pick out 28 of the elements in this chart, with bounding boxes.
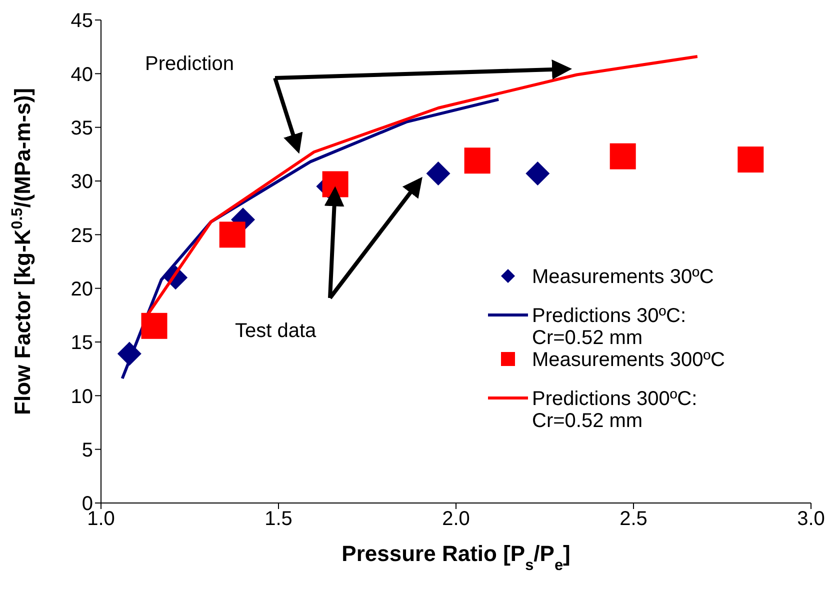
point [738,146,764,173]
x-tick-label: 1.5 [264,508,292,530]
y-tick-label: 15 [70,332,93,354]
y-tick-label: 30 [70,171,93,194]
x-tick-label: 3.0 [797,508,825,530]
point [219,222,246,248]
point [322,171,348,198]
annotation: Test data [235,320,316,343]
y-tick-label: 45 [70,10,93,32]
legend-label: Predictions 30ºC: Cr=0.52 mm [532,305,688,349]
y-tick-label: 20 [70,278,93,300]
y-tick-label: 40 [70,64,93,86]
y-tick-label: 25 [70,224,93,247]
y-tick-label: 10 [70,386,93,408]
annotation: Prediction [145,53,234,76]
legend-label: Predictions 300ºC: Cr=0.52 mm [532,388,698,432]
legend-label: Measurements 30ºC [532,266,715,288]
y-tick-label: 5 [82,439,93,462]
x-tick-label: 2.5 [620,508,648,530]
point [610,143,636,170]
y-tick-label: 35 [70,117,93,140]
point [464,148,490,174]
x-axis-title: Pressure Ratio [P$_{s}$/P$_{e}$] [342,541,570,574]
point [426,161,450,186]
x-tick-label: 2.0 [442,508,470,530]
point [141,312,168,339]
point [526,161,550,186]
legend-label: Measurements 300ºC [532,349,726,371]
